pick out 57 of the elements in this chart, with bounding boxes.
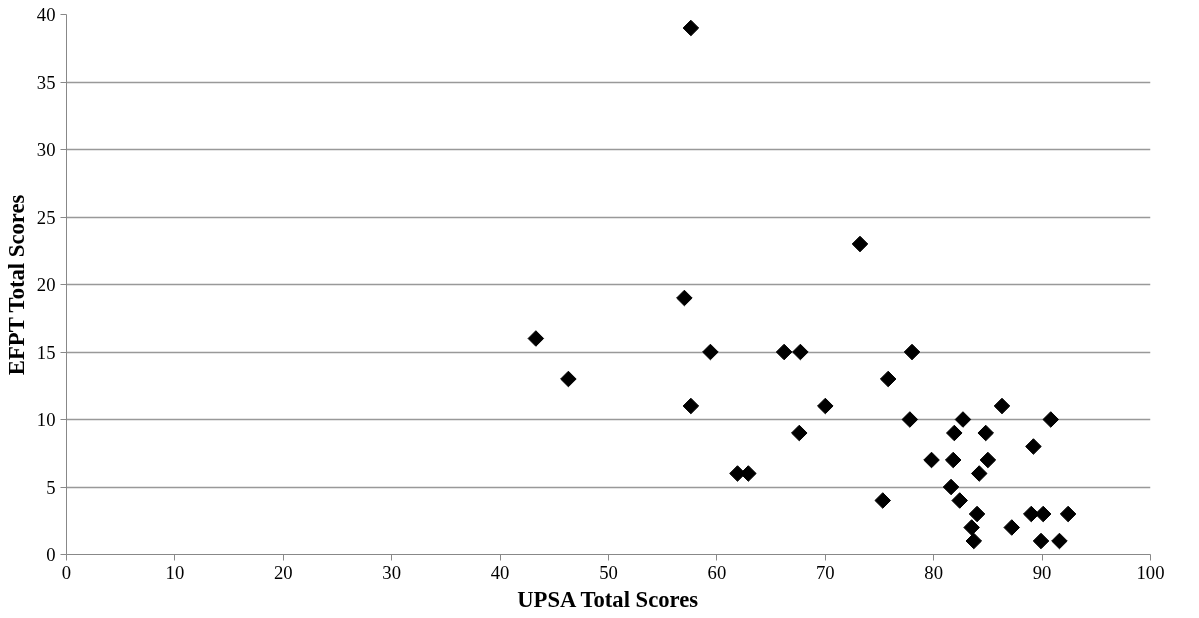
y-tick-label: 35 [36, 71, 56, 93]
point [946, 424, 963, 442]
point [682, 397, 700, 415]
point [1042, 411, 1060, 428]
x-tick-label: 80 [924, 561, 944, 583]
point [817, 397, 834, 415]
x-tick-label: 100 [1136, 561, 1165, 583]
point [851, 235, 869, 253]
x-tick-label: 40 [490, 561, 510, 583]
y-tick-label: 10 [36, 409, 56, 430]
point [676, 289, 693, 307]
point [970, 465, 988, 482]
y-tick-label: 0 [46, 544, 56, 565]
point [791, 424, 808, 442]
x-tick-label: 20 [273, 561, 293, 583]
x-tick-label: 60 [707, 561, 727, 583]
x-tick-label: 30 [382, 561, 402, 583]
point [951, 492, 968, 509]
y-tick-label: 20 [36, 274, 56, 295]
point [702, 343, 719, 361]
point [965, 532, 983, 550]
point [682, 19, 700, 37]
x-tick-label: 70 [815, 561, 835, 583]
point [979, 451, 997, 469]
point [560, 370, 577, 388]
point [527, 330, 545, 347]
point [1051, 532, 1068, 550]
point [923, 451, 940, 469]
point [954, 411, 972, 428]
point [874, 492, 892, 509]
point [903, 343, 921, 361]
point [1003, 519, 1021, 536]
y-axis-title: EFPT Total Scores [3, 194, 29, 376]
point [1032, 532, 1050, 550]
x-axis-title: UPSA Total Scores [517, 586, 699, 612]
point [963, 519, 980, 536]
x-tick-label: 0 [61, 561, 72, 583]
y-tick-label: 40 [36, 4, 56, 25]
y-tick-label: 5 [46, 476, 56, 498]
point [792, 343, 809, 361]
point [901, 411, 919, 428]
y-tick-label: 15 [36, 341, 56, 363]
point [1022, 505, 1040, 523]
y-tick-label: 30 [36, 139, 56, 160]
point [968, 505, 986, 523]
point [942, 478, 960, 496]
point [1059, 505, 1077, 523]
point [1025, 438, 1042, 455]
point [879, 370, 897, 388]
point [944, 451, 962, 469]
y-tick-label: 25 [36, 206, 56, 228]
x-tick-label: 10 [165, 561, 185, 583]
point [977, 424, 995, 442]
x-tick-label: 50 [599, 561, 618, 583]
x-tick-label: 90 [1032, 561, 1052, 583]
point [775, 343, 793, 361]
point [993, 397, 1011, 415]
